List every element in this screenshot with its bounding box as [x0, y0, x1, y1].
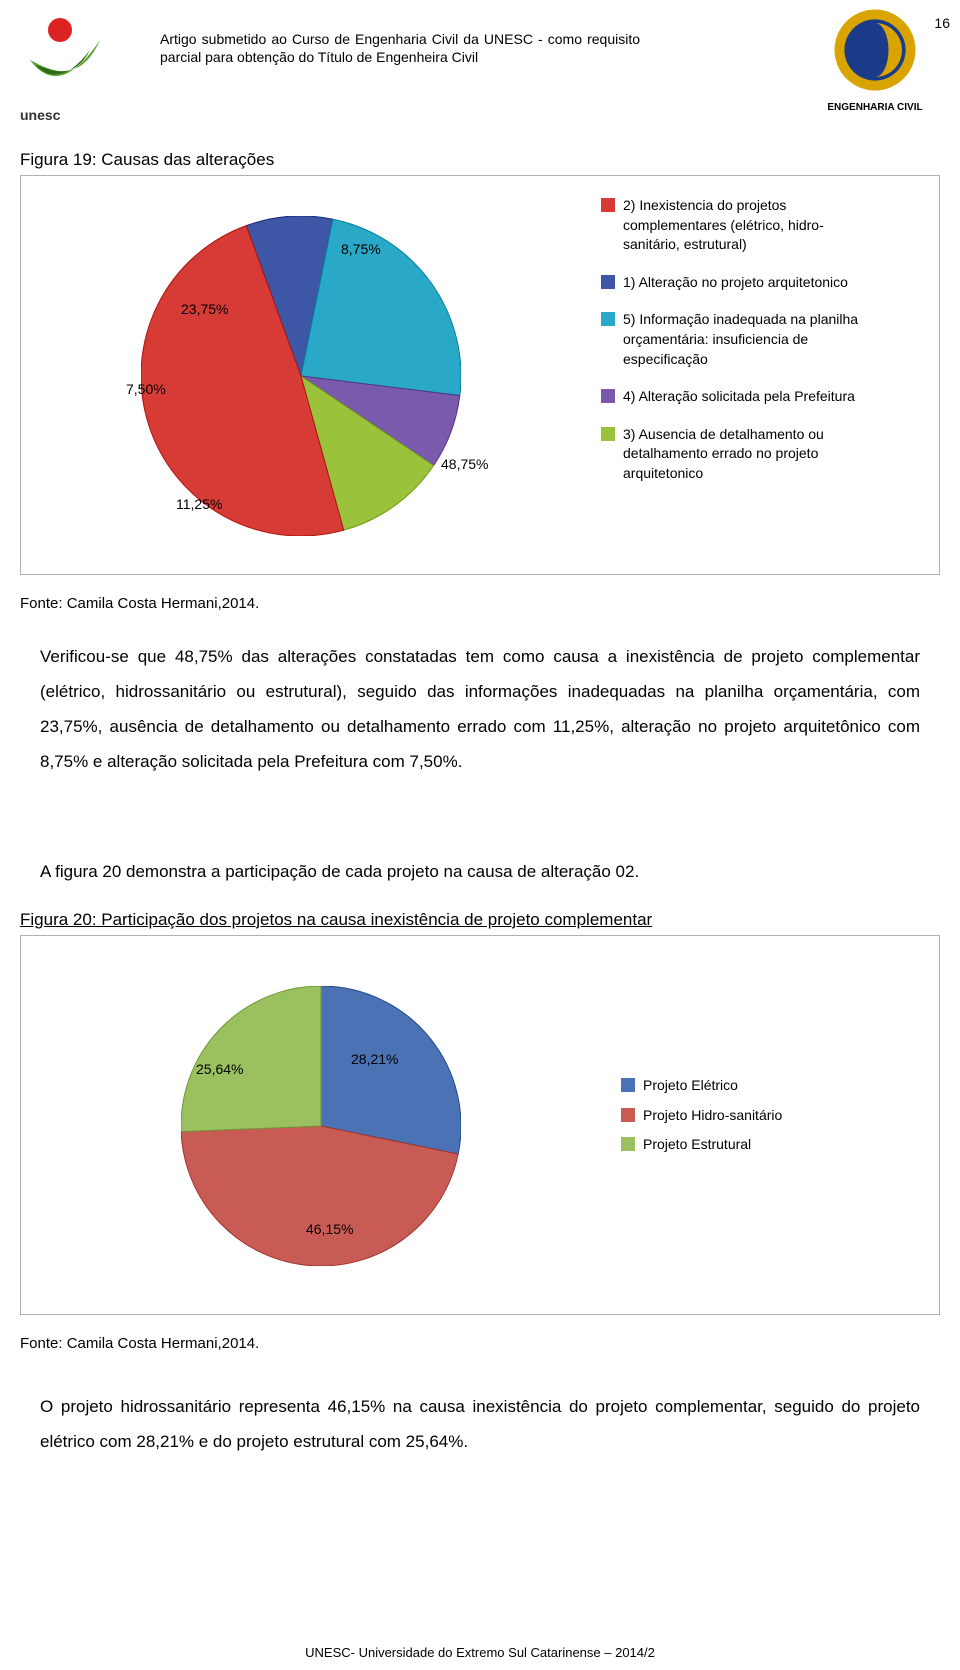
chart-2-legend: Projeto Elétrico Projeto Hidro-sanitário P… [621, 1076, 782, 1165]
legend-item: 3) Ausencia de detalhamento ou detalhame… [601, 425, 873, 484]
paragraph-3: O projeto hidrossanitário representa 46,… [40, 1390, 920, 1460]
legend-text: Projeto Elétrico [643, 1076, 738, 1096]
pie-slice-label: 8,75% [341, 241, 381, 257]
chart-1-container: 8,75% 23,75% 7,50% 11,25% 48,75% 2) Inexiste… [20, 175, 940, 575]
page-header: unesc Artigo submetido ao Curso de Engen… [0, 0, 960, 140]
legend-swatch [621, 1078, 635, 1092]
page-number: 16 [934, 15, 950, 31]
legend-item: Projeto Estrutural [621, 1135, 782, 1155]
pie-slice-label: 7,50% [126, 381, 166, 397]
pie-slice-label: 48,75% [441, 456, 488, 472]
legend-swatch [601, 312, 615, 326]
figure-20-title: Figura 20: Participação dos projetos na … [20, 910, 652, 930]
pie-slice-label: 23,75% [181, 301, 228, 317]
legend-text: Projeto Hidro-sanitário [643, 1106, 782, 1126]
legend-swatch [601, 275, 615, 289]
pie-slice-label: 28,21% [351, 1051, 398, 1067]
page-footer: UNESC- Universidade do Extremo Sul Catar… [0, 1645, 960, 1660]
eng-civil-caption: ENGENHARIA CIVIL [820, 102, 930, 113]
header-subtitle: Artigo submetido ao Curso de Engenharia … [160, 30, 640, 66]
eng-civil-logo: ENGENHARIA CIVIL [820, 5, 930, 113]
pie-slice-label: 11,25% [176, 496, 222, 512]
pie-chart-1: 8,75%23,75%7,50%11,25%48,75% [141, 216, 461, 536]
legend-text: 5) Informação inadequada na planilha orç… [623, 310, 873, 369]
pie-slice-label: 46,15% [306, 1221, 353, 1237]
paragraph-2: A figura 20 demonstra a participação de … [40, 855, 920, 890]
unesc-logo: unesc [20, 10, 120, 110]
legend-item: Projeto Hidro-sanitário [621, 1106, 782, 1126]
legend-text: 2) Inexistencia do projetos complementar… [623, 196, 873, 255]
legend-swatch [621, 1137, 635, 1151]
paragraph-1: Verificou-se que 48,75% das alterações c… [40, 640, 920, 779]
chart-1-legend: 2) Inexistencia do projetos complementar… [601, 196, 873, 502]
figure-19-source: Fonte: Camila Costa Hermani,2014. [20, 595, 259, 612]
pie-chart-2: 28,21% 46,15% 25,64% [181, 986, 461, 1266]
legend-swatch [601, 427, 615, 441]
legend-text: 3) Ausencia de detalhamento ou detalhame… [623, 425, 873, 484]
chart-2-container: 28,21%46,15%25,64% Projeto ElétricoProje… [20, 935, 940, 1315]
legend-swatch [621, 1108, 635, 1122]
legend-item: 5) Informação inadequada na planilha orç… [601, 310, 873, 369]
figure-19-title: Figura 19: Causas das alterações [20, 150, 274, 170]
legend-text: 4) Alteração solicitada pela Prefeitura [623, 387, 855, 407]
legend-text: 1) Alteração no projeto arquitetonico [623, 273, 848, 293]
pie-slice-label: 25,64% [196, 1061, 243, 1077]
legend-item: Projeto Elétrico [621, 1076, 782, 1096]
legend-item: 2) Inexistencia do projetos complementar… [601, 196, 873, 255]
legend-text: Projeto Estrutural [643, 1135, 751, 1155]
legend-item: 1) Alteração no projeto arquitetonico [601, 273, 873, 293]
figure-20-source: Fonte: Camila Costa Hermani,2014. [20, 1335, 259, 1352]
legend-swatch [601, 198, 615, 212]
legend-swatch [601, 389, 615, 403]
legend-item: 4) Alteração solicitada pela Prefeitura [601, 387, 873, 407]
